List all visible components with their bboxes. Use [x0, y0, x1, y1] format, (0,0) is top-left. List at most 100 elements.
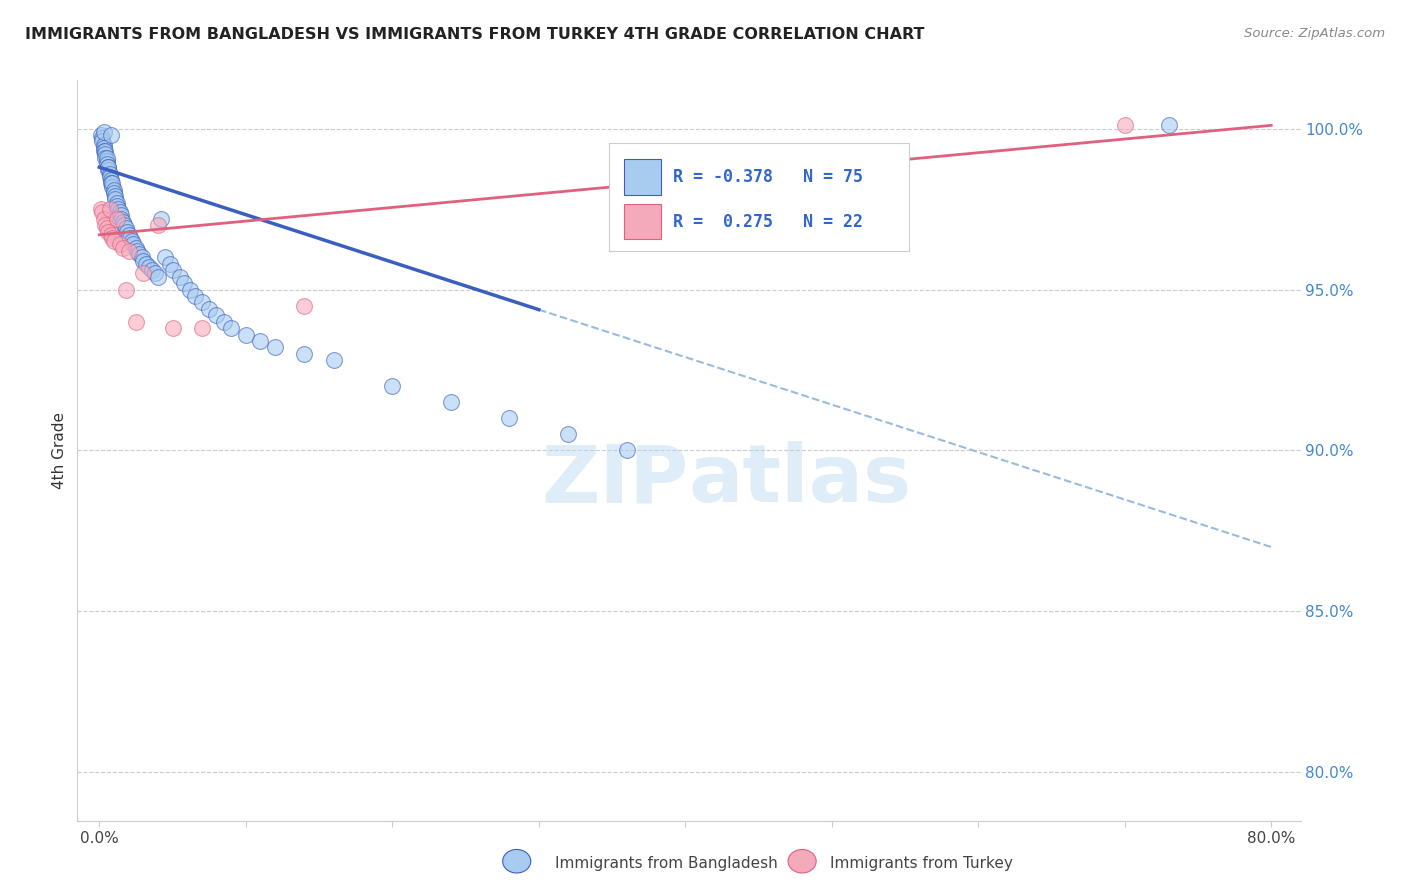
Text: Immigrants from Turkey: Immigrants from Turkey — [830, 856, 1012, 871]
Point — [100, 227, 122, 242]
Text: atlas: atlas — [689, 441, 912, 519]
Point — [146, 269, 169, 284]
Point — [101, 176, 124, 190]
Point — [191, 321, 214, 335]
Point — [191, 295, 214, 310]
Point — [149, 211, 172, 226]
Point — [114, 283, 136, 297]
Point — [125, 241, 148, 255]
Point — [97, 160, 120, 174]
Point — [93, 125, 115, 139]
Point — [105, 195, 128, 210]
Point — [100, 128, 122, 142]
Point — [1157, 119, 1180, 133]
Point — [100, 173, 122, 187]
Point — [132, 267, 155, 281]
Point — [173, 276, 195, 290]
Point — [97, 160, 120, 174]
Point — [125, 315, 148, 329]
Point — [94, 147, 117, 161]
Point — [105, 211, 128, 226]
Point — [322, 353, 344, 368]
Point — [120, 231, 142, 245]
Point — [146, 218, 169, 232]
Point — [115, 225, 138, 239]
Point — [498, 411, 520, 425]
FancyBboxPatch shape — [624, 204, 661, 239]
Point — [110, 211, 132, 226]
Point — [143, 267, 166, 281]
Point — [91, 135, 114, 149]
Point — [103, 183, 125, 197]
Point — [135, 257, 157, 271]
Point — [108, 205, 131, 219]
Point — [440, 395, 463, 409]
Point — [557, 427, 579, 442]
Point — [96, 221, 118, 235]
Point — [103, 186, 125, 200]
Point — [249, 334, 271, 348]
Point — [162, 321, 184, 335]
Point — [90, 128, 112, 142]
Point — [96, 153, 118, 168]
Point — [159, 257, 181, 271]
Point — [96, 151, 118, 165]
Text: IMMIGRANTS FROM BANGLADESH VS IMMIGRANTS FROM TURKEY 4TH GRADE CORRELATION CHART: IMMIGRANTS FROM BANGLADESH VS IMMIGRANTS… — [25, 27, 925, 42]
Point — [103, 234, 125, 248]
Point — [292, 347, 315, 361]
Point — [155, 250, 177, 264]
Point — [219, 321, 242, 335]
Point — [122, 237, 145, 252]
Point — [104, 193, 127, 207]
Point — [183, 289, 205, 303]
Text: Immigrants from Bangladesh: Immigrants from Bangladesh — [555, 856, 778, 871]
Point — [264, 341, 287, 355]
Text: ZIP: ZIP — [541, 441, 689, 519]
Point — [127, 244, 149, 258]
Point — [121, 234, 143, 248]
Point — [110, 209, 132, 223]
Point — [98, 202, 121, 216]
Point — [104, 189, 127, 203]
Point — [93, 141, 115, 155]
Point — [96, 157, 118, 171]
Point — [93, 211, 115, 226]
Point — [98, 169, 121, 184]
Point — [616, 443, 638, 458]
Point — [212, 315, 235, 329]
Point — [90, 202, 112, 216]
Text: Source: ZipAtlas.com: Source: ZipAtlas.com — [1244, 27, 1385, 40]
Point — [111, 215, 134, 229]
Point — [101, 231, 124, 245]
Point — [91, 205, 114, 219]
Text: R =  0.275   N = 22: R = 0.275 N = 22 — [673, 212, 863, 231]
Point — [162, 263, 184, 277]
Point — [128, 247, 150, 261]
Point — [141, 263, 163, 277]
Point — [114, 221, 136, 235]
Point — [93, 144, 115, 158]
Point — [105, 199, 128, 213]
Point — [205, 308, 228, 322]
Point — [100, 176, 122, 190]
Point — [131, 250, 153, 264]
Point — [132, 253, 155, 268]
Point — [97, 225, 120, 239]
Point — [98, 167, 121, 181]
Point — [198, 301, 221, 316]
Circle shape — [503, 849, 530, 873]
Circle shape — [789, 849, 815, 873]
Point — [97, 163, 120, 178]
Point — [94, 144, 117, 158]
Point — [91, 131, 114, 145]
Point — [112, 218, 135, 232]
Point — [94, 218, 117, 232]
Point — [111, 241, 134, 255]
Point — [138, 260, 160, 274]
Point — [292, 299, 315, 313]
Point — [117, 244, 139, 258]
Point — [94, 151, 117, 165]
Point — [179, 283, 201, 297]
Point — [101, 179, 124, 194]
Point — [93, 137, 115, 152]
